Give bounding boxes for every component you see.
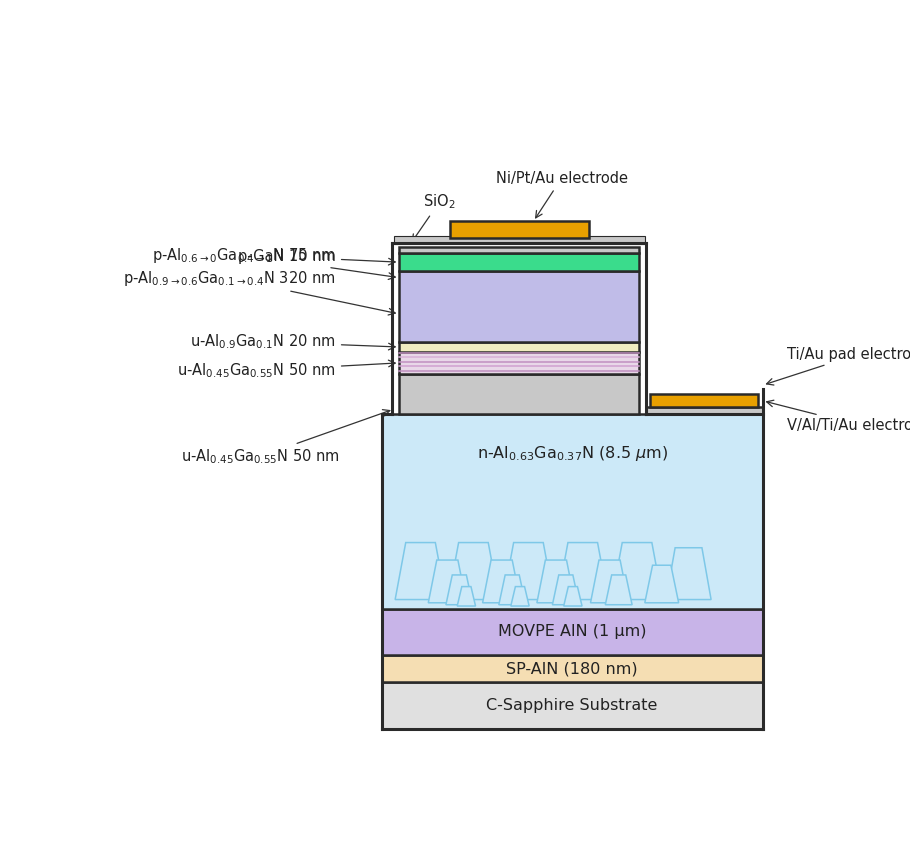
Bar: [399, 352, 639, 374]
Polygon shape: [557, 542, 608, 600]
Polygon shape: [499, 575, 526, 605]
Text: p-GaN 10 nm: p-GaN 10 nm: [238, 250, 395, 265]
Bar: [382, 655, 763, 682]
Polygon shape: [537, 560, 575, 603]
Text: SP-AlN (180 nm): SP-AlN (180 nm): [506, 661, 638, 676]
Polygon shape: [457, 587, 476, 606]
Bar: [394, 235, 645, 244]
Text: u-Al$_{0.45}$Ga$_{0.55}$N 50 nm: u-Al$_{0.45}$Ga$_{0.55}$N 50 nm: [177, 360, 395, 380]
Polygon shape: [552, 575, 580, 605]
Text: C-Sapphire Substrate: C-Sapphire Substrate: [487, 698, 658, 713]
Text: p-Al$_{0.6\rightarrow0}$Ga$_{0.4\rightarrow1}$N 75 nm: p-Al$_{0.6\rightarrow0}$Ga$_{0.4\rightar…: [152, 246, 395, 279]
Bar: [646, 407, 763, 415]
Polygon shape: [448, 542, 499, 600]
Polygon shape: [666, 547, 711, 600]
Bar: [399, 342, 639, 352]
Text: SiO$_2$: SiO$_2$: [412, 193, 456, 241]
Polygon shape: [429, 560, 466, 603]
Text: MOVPE AlN (1 μm): MOVPE AlN (1 μm): [498, 624, 646, 639]
Text: p-Al$_{0.9\rightarrow0.6}$Ga$_{0.1\rightarrow0.4}$N 320 nm: p-Al$_{0.9\rightarrow0.6}$Ga$_{0.1\right…: [123, 269, 395, 315]
Bar: [382, 609, 763, 655]
Bar: [399, 272, 639, 342]
Text: V/Al/Ti/Au electrode: V/Al/Ti/Au electrode: [766, 400, 910, 433]
Polygon shape: [503, 542, 554, 600]
Text: n-Al$_{0.63}$Ga$_{0.37}$N (8.5 $\mu$m): n-Al$_{0.63}$Ga$_{0.37}$N (8.5 $\mu$m): [477, 444, 668, 463]
Bar: [382, 415, 763, 609]
Bar: [399, 246, 639, 253]
Polygon shape: [612, 542, 662, 600]
Text: u-Al$_{0.45}$Ga$_{0.55}$N 50 nm: u-Al$_{0.45}$Ga$_{0.55}$N 50 nm: [181, 410, 389, 466]
Polygon shape: [511, 587, 529, 606]
Bar: [399, 253, 639, 272]
Text: Ni/Pt/Au electrode: Ni/Pt/Au electrode: [496, 171, 628, 218]
Bar: [651, 394, 758, 407]
Text: Ti/Au pad electrode: Ti/Au pad electrode: [766, 346, 910, 385]
Polygon shape: [563, 587, 582, 606]
Bar: [382, 682, 763, 729]
Text: u-Al$_{0.9}$Ga$_{0.1}$N 20 nm: u-Al$_{0.9}$Ga$_{0.1}$N 20 nm: [190, 332, 395, 352]
Bar: [399, 374, 639, 415]
Polygon shape: [482, 560, 521, 603]
Polygon shape: [645, 565, 679, 603]
Polygon shape: [591, 560, 629, 603]
Bar: [450, 221, 589, 238]
Polygon shape: [395, 542, 446, 600]
Polygon shape: [605, 575, 632, 605]
Polygon shape: [446, 575, 472, 605]
